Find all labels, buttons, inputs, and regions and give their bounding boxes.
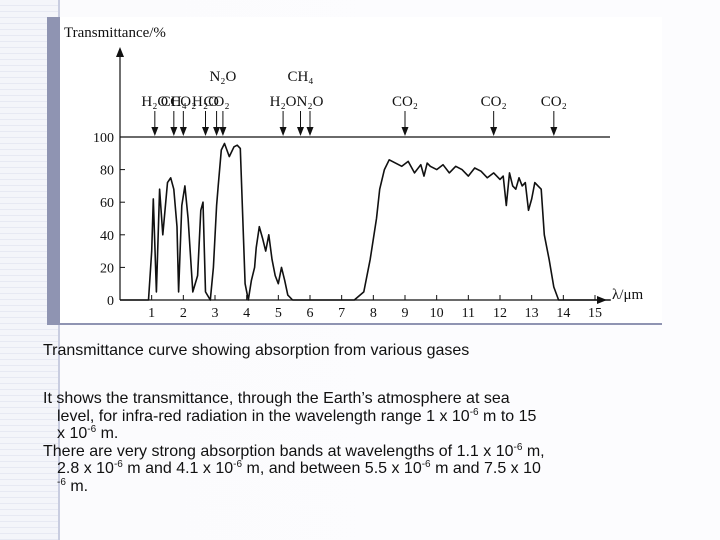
x-tick-label: 11 xyxy=(462,306,475,321)
y-tick-label: 0 xyxy=(107,294,114,309)
absorber-arrowhead xyxy=(179,127,187,136)
absorber-label: H₂O xyxy=(192,94,219,110)
absorber-arrowhead xyxy=(490,127,498,136)
y-tick-label: 100 xyxy=(93,131,114,146)
absorber-label: H₂O xyxy=(270,94,297,110)
absorber-arrowhead xyxy=(306,127,314,136)
absorber-label: CO₂ xyxy=(392,94,418,110)
p1-line-3: x 10-6 m. xyxy=(57,424,119,443)
p2-line-2: 2.8 x 10-6 m and 4.1 x 10-6 m, and betwe… xyxy=(57,459,541,478)
x-tick-label: 4 xyxy=(243,306,250,321)
x-tick-label: 5 xyxy=(275,306,282,321)
figure-caption: Transmittance curve showing absorption f… xyxy=(43,342,470,359)
x-tick-label: 15 xyxy=(588,306,602,321)
x-tick-label: 1 xyxy=(148,306,155,321)
absorber-arrowhead xyxy=(151,127,159,136)
absorber-label: H₂O xyxy=(141,94,168,110)
x-tick-label: 2 xyxy=(180,306,187,321)
absorber-label: CH₄ xyxy=(287,69,313,85)
x-tick-label: 12 xyxy=(493,306,507,321)
x-tick-label: 3 xyxy=(212,306,219,321)
absorber-label: CH₄ xyxy=(161,94,187,110)
x-tick-label: 8 xyxy=(370,306,377,321)
p1-line-1: It shows the transmittance, through the … xyxy=(43,390,510,407)
absorber-label: CO₂ xyxy=(204,94,230,110)
transmittance-curve xyxy=(120,142,611,301)
absorber-label: N₂O xyxy=(209,69,236,85)
transmittance-figure: Transmittance/% λ/μm 0 20 40 60 80 100 1 2 3 4 5 6 7… xyxy=(60,17,662,323)
x-tick-label: 7 xyxy=(338,306,345,321)
absorber-arrowhead xyxy=(213,127,221,136)
absorber-label: CO₂ xyxy=(481,94,507,110)
absorber-arrowhead xyxy=(202,127,209,136)
y-tick-label: 20 xyxy=(100,261,114,276)
y-axis-arrow xyxy=(116,47,124,57)
absorber-label: CO₂ xyxy=(170,94,196,110)
absorber-label: CO₂ xyxy=(541,94,567,110)
y-axis-label: Transmittance/% xyxy=(64,25,166,41)
absorber-arrowhead xyxy=(219,127,227,136)
absorber-arrowhead xyxy=(297,127,304,136)
x-tick-label: 14 xyxy=(556,306,570,321)
p2-line-3: -6 m. xyxy=(57,476,89,495)
x-tick-label: 9 xyxy=(402,306,409,321)
p2-line-1: There are very strong absorption bands a… xyxy=(43,441,545,460)
absorber-arrowhead xyxy=(170,127,178,136)
absorber-arrowhead xyxy=(401,127,409,136)
body-text: It shows the transmittance, through the … xyxy=(43,390,693,495)
x-tick-label: 10 xyxy=(430,306,444,321)
paragraph-absorption-bands: There are very strong absorption bands a… xyxy=(43,441,693,496)
y-tick-label: 60 xyxy=(100,196,114,211)
absorber-arrowhead xyxy=(279,127,287,136)
x-tick-label: 6 xyxy=(307,306,314,321)
y-tick-label: 80 xyxy=(100,164,114,179)
x-axis-label: λ/μm xyxy=(612,287,643,303)
y-tick-label: 40 xyxy=(100,229,114,244)
absorber-arrowhead xyxy=(550,127,558,136)
absorber-label: N₂O xyxy=(297,94,324,110)
p1-line-2: level, for infra-red radiation in the wa… xyxy=(57,406,537,425)
x-tick-label: 13 xyxy=(525,306,539,321)
paragraph-transmittance: It shows the transmittance, through the … xyxy=(43,390,693,443)
